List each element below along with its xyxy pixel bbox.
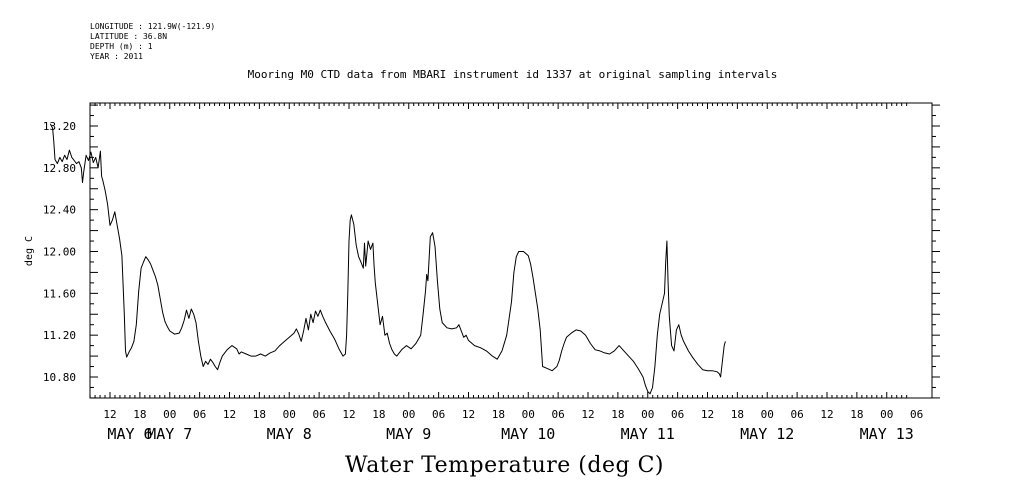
x-day-label: MAY 12	[740, 425, 794, 443]
x-day-label: MAY 9	[386, 425, 431, 443]
x-hour-label: 12	[223, 408, 236, 421]
year-label: YEAR : 2011	[90, 52, 143, 61]
y-tick-label: 12.80	[43, 162, 76, 175]
x-hour-label: 18	[611, 408, 624, 421]
depth-label: DEPTH (m) : 1	[90, 42, 153, 51]
x-day-label: MAY 7	[147, 425, 192, 443]
x-hour-label: 00	[880, 408, 893, 421]
x-hour-label: 12	[581, 408, 594, 421]
x-hour-label: 06	[671, 408, 684, 421]
y-tick-label: 13.20	[43, 120, 76, 133]
chart-title: Mooring M0 CTD data from MBARI instrumen…	[247, 68, 778, 81]
x-hour-label: 00	[522, 408, 535, 421]
x-hour-label: 00	[163, 408, 176, 421]
latitude-label: LATITUDE : 36.8N	[90, 32, 168, 41]
x-hour-label: 18	[372, 408, 385, 421]
x-day-label: MAY 11	[621, 425, 675, 443]
x-hour-label: 06	[910, 408, 923, 421]
x-hour-label: 06	[791, 408, 804, 421]
x-hour-label: 18	[731, 408, 744, 421]
x-day-label: MAY 10	[501, 425, 555, 443]
x-hour-label: 06	[313, 408, 326, 421]
x-hour-label: 06	[193, 408, 206, 421]
x-hour-label: 00	[283, 408, 296, 421]
y-axis-label: deg C	[24, 236, 35, 266]
x-hour-label: 18	[492, 408, 505, 421]
x-hour-label: 18	[133, 408, 146, 421]
x-hour-label: 00	[761, 408, 774, 421]
y-tick-label: 11.20	[43, 329, 76, 342]
x-hour-label: 18	[253, 408, 266, 421]
y-tick-label: 10.80	[43, 371, 76, 384]
x-hour-label: 18	[850, 408, 863, 421]
x-hour-label: 00	[641, 408, 654, 421]
x-hour-label: 12	[462, 408, 475, 421]
x-hour-label: 00	[402, 408, 415, 421]
x-day-label: MAY 6	[107, 425, 152, 443]
temperature-series-line	[49, 123, 726, 395]
footer-variable-label: Water Temperature (deg C)	[345, 453, 664, 478]
x-day-label: MAY 13	[860, 425, 914, 443]
x-hour-label: 06	[552, 408, 565, 421]
y-tick-label: 12.40	[43, 204, 76, 217]
y-tick-label: 11.60	[43, 287, 76, 300]
longitude-label: LONGITUDE : 121.9W(-121.9)	[90, 22, 216, 31]
metadata-block: LONGITUDE : 121.9W(-121.9) LATITUDE : 36…	[90, 22, 215, 62]
x-hour-label: 12	[701, 408, 714, 421]
y-tick-label: 12.00	[43, 246, 76, 259]
x-hour-label: 12	[820, 408, 833, 421]
x-hour-label: 06	[432, 408, 445, 421]
x-hour-label: 12	[342, 408, 355, 421]
x-day-label: MAY 8	[267, 425, 312, 443]
x-hour-label: 12	[103, 408, 116, 421]
plot-frame	[89, 102, 933, 399]
